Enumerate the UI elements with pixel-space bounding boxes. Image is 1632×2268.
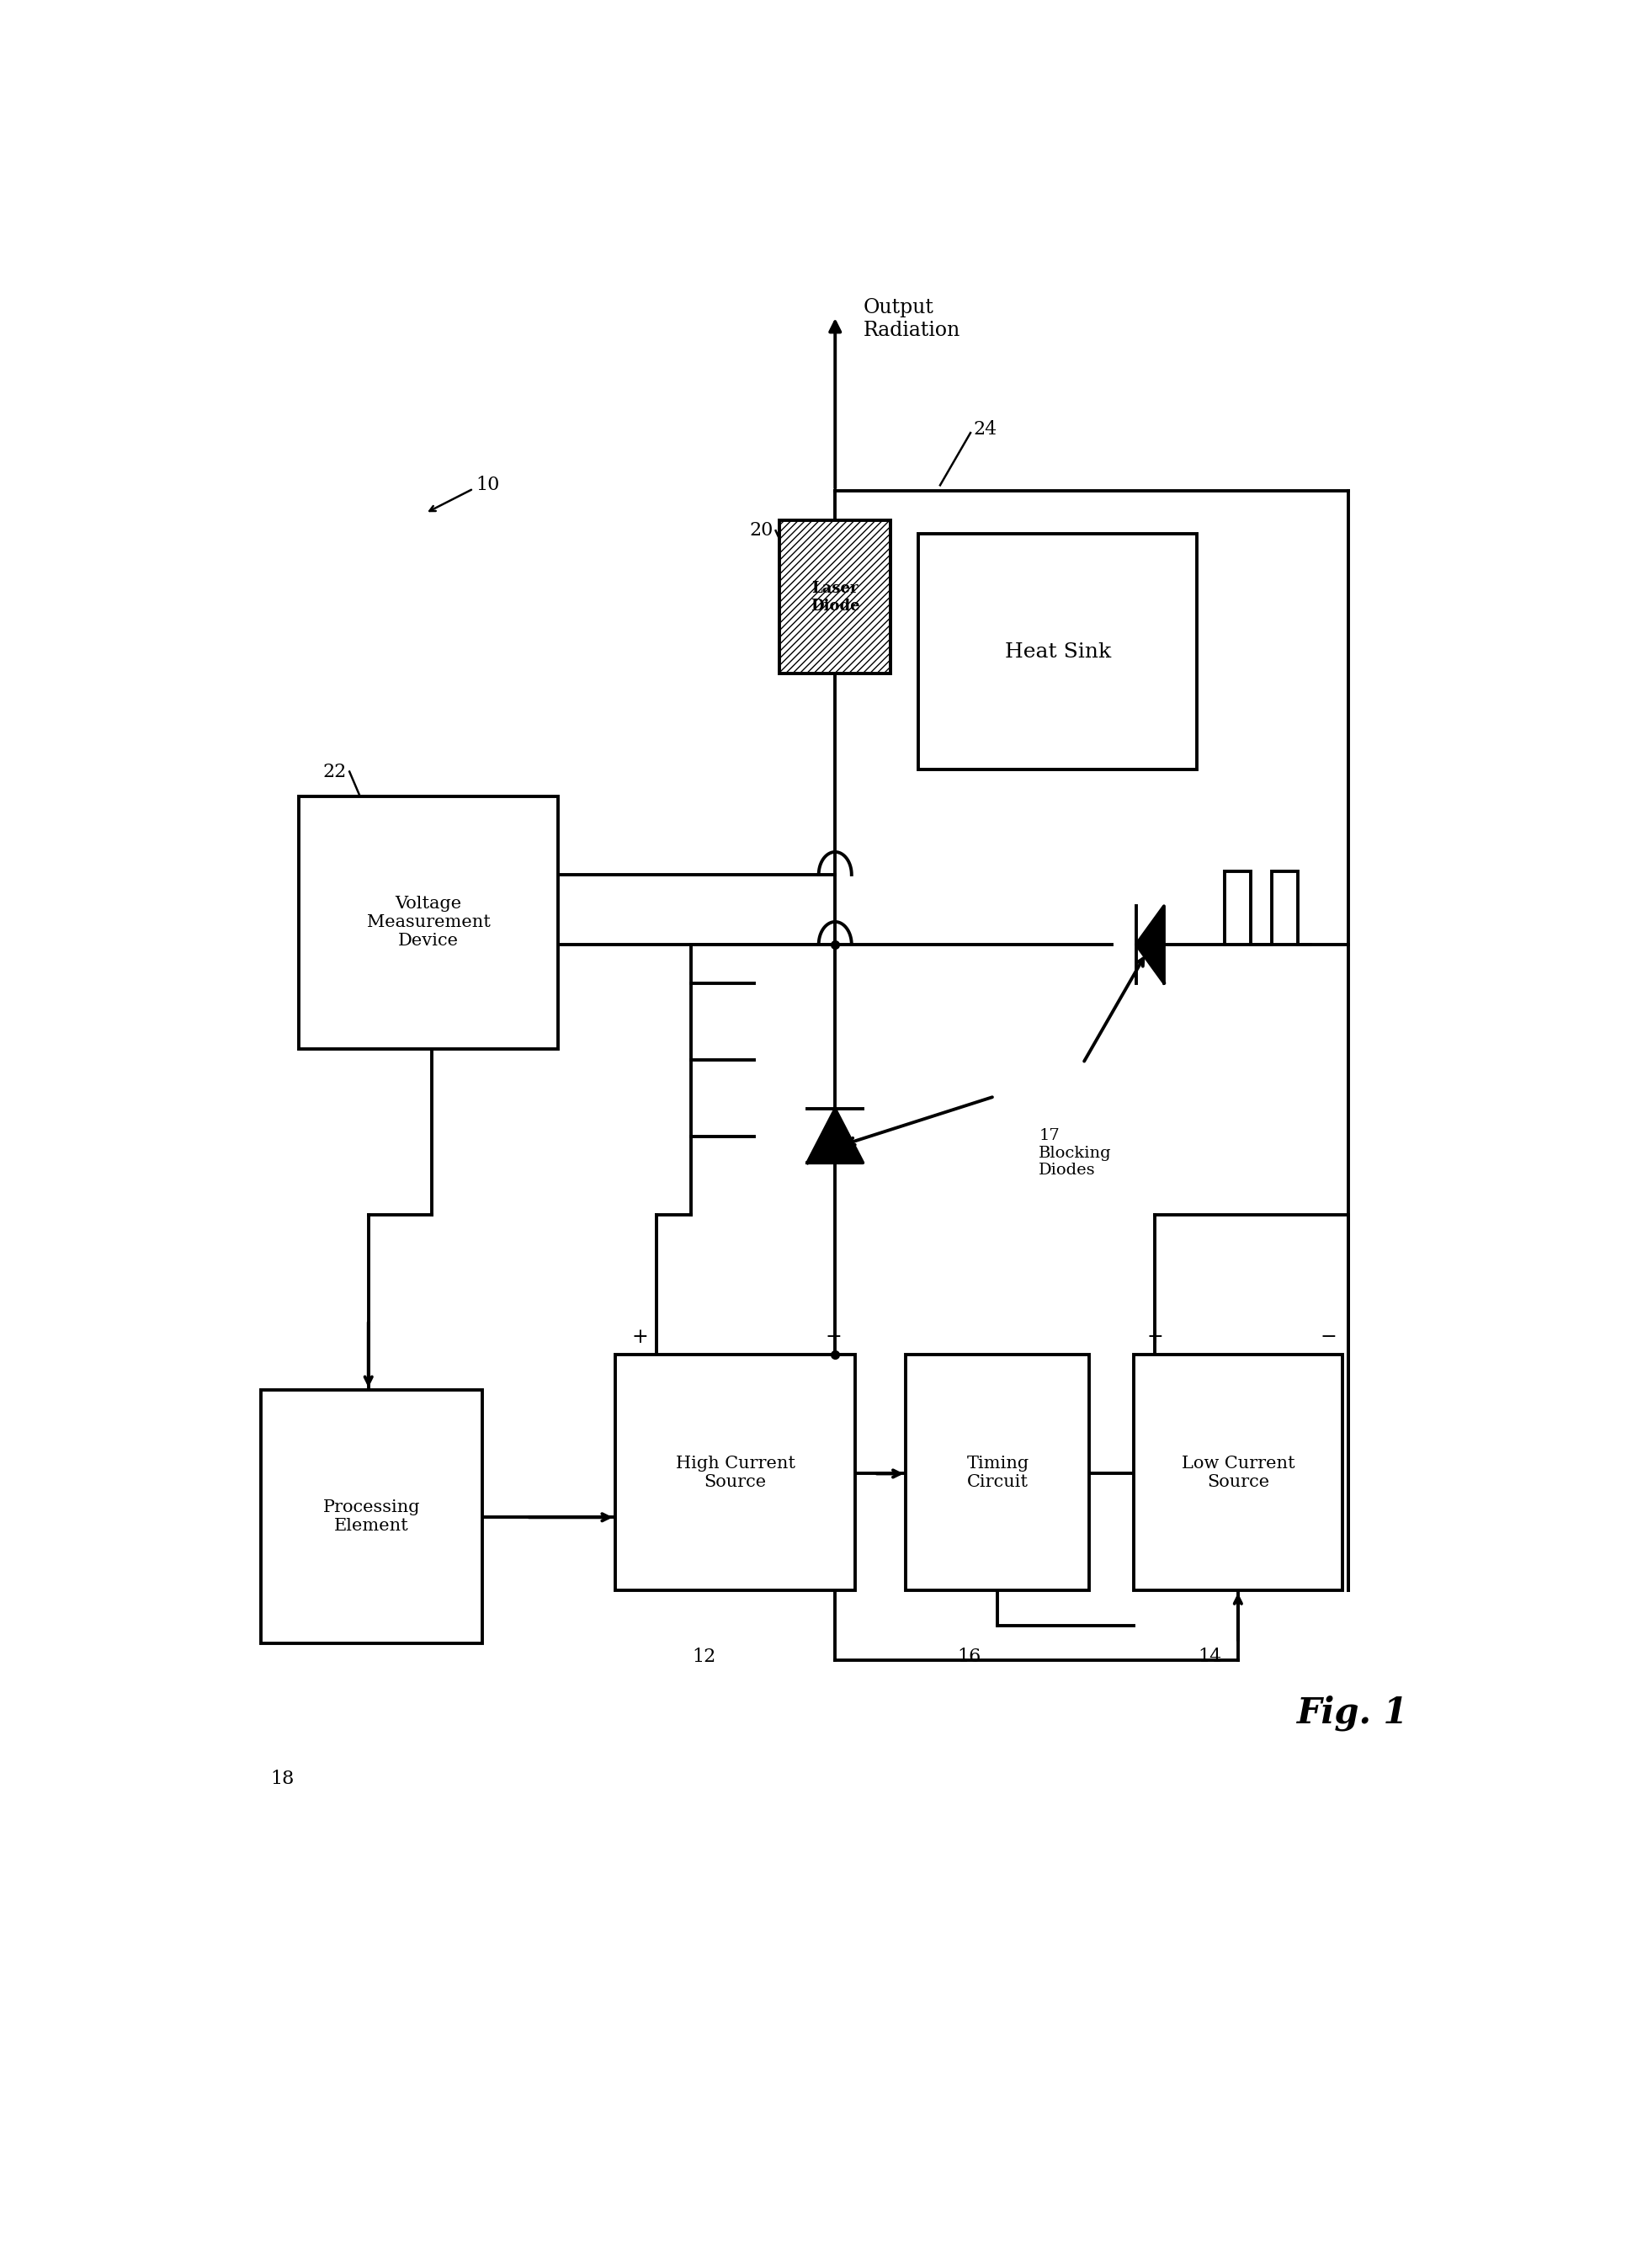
Bar: [1134, 1354, 1343, 1590]
Text: Timing
Circuit: Timing Circuit: [966, 1456, 1028, 1490]
Text: Processing
Element: Processing Element: [323, 1499, 419, 1533]
Bar: [780, 519, 891, 674]
Text: 24: 24: [973, 420, 997, 438]
Text: 22: 22: [323, 762, 348, 780]
Text: Heat Sink: Heat Sink: [1005, 642, 1111, 662]
Text: −: −: [1320, 1327, 1337, 1347]
Bar: [906, 1354, 1090, 1590]
Text: 20: 20: [749, 522, 774, 540]
Text: 10: 10: [477, 476, 499, 494]
Text: Low Current
Source: Low Current Source: [1182, 1456, 1294, 1490]
Text: Voltage
Measurement
Device: Voltage Measurement Device: [367, 896, 490, 950]
Text: Fig. 1: Fig. 1: [1297, 1694, 1408, 1730]
Polygon shape: [1136, 907, 1164, 982]
Text: 12: 12: [692, 1649, 715, 1667]
Bar: [261, 1390, 483, 1642]
Text: +: +: [632, 1327, 648, 1347]
Text: 14: 14: [1198, 1649, 1221, 1667]
Text: High Current
Source: High Current Source: [676, 1456, 795, 1490]
Text: Laser
Diode: Laser Diode: [811, 581, 860, 612]
Bar: [299, 796, 558, 1050]
Text: 18: 18: [271, 1769, 294, 1789]
Text: −: −: [826, 1327, 842, 1347]
Bar: [919, 535, 1196, 769]
Text: Output
Radiation: Output Radiation: [863, 299, 960, 340]
Bar: [615, 1354, 855, 1590]
Text: +: +: [1147, 1327, 1164, 1347]
Polygon shape: [808, 1109, 863, 1163]
Text: 17
Blocking
Diodes: 17 Blocking Diodes: [1040, 1127, 1111, 1177]
Text: 16: 16: [958, 1649, 981, 1667]
